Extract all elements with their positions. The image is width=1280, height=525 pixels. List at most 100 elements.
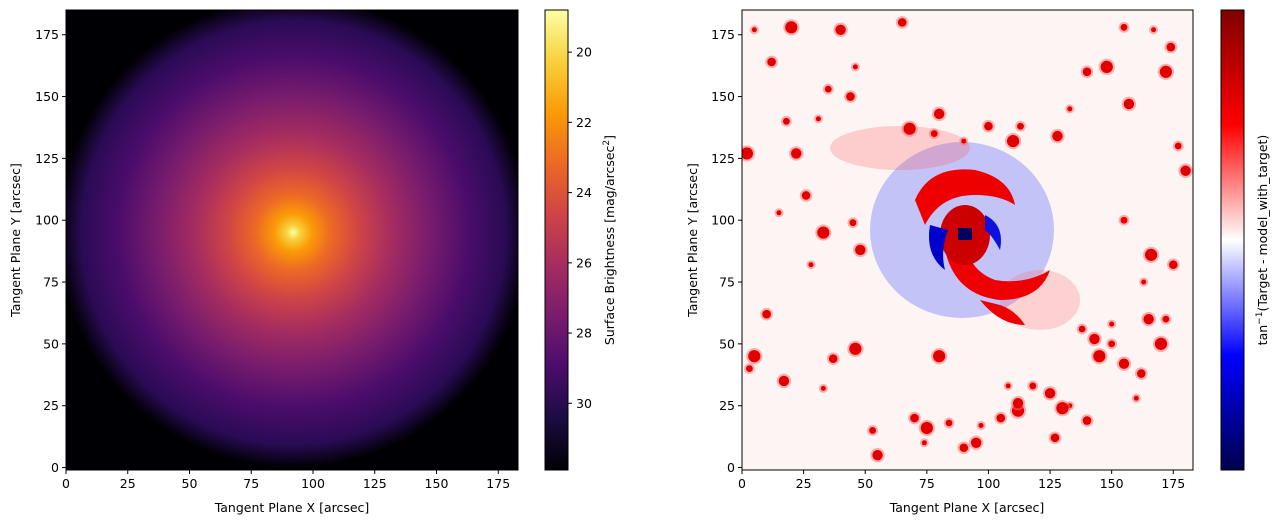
right-x-tick-label: 150 bbox=[1100, 476, 1124, 491]
right-y-tick-label: 0 bbox=[727, 460, 735, 475]
colorbar-1-tick-label: 20 bbox=[576, 45, 592, 60]
colorbar-1-label: Surface Brightness [mag/arcsec2] bbox=[602, 135, 617, 345]
left-x-tick-label: 125 bbox=[363, 476, 387, 491]
colorbar-1-tick-label: 26 bbox=[576, 255, 592, 270]
residual-source bbox=[1044, 388, 1056, 399]
residual-source bbox=[921, 440, 927, 446]
right-x-tick-label: 0 bbox=[738, 476, 746, 491]
colorbar-1-gradient bbox=[544, 9, 569, 471]
left-y-tick-label: 50 bbox=[43, 336, 59, 351]
left-x-tick-label: 50 bbox=[182, 476, 198, 491]
residual-source bbox=[1100, 60, 1113, 73]
residual-source bbox=[933, 108, 945, 120]
residual-source bbox=[815, 116, 821, 122]
residual-source bbox=[1123, 98, 1135, 110]
residual-outer-arm-glow bbox=[830, 126, 970, 170]
right-x-tick-label: 175 bbox=[1161, 476, 1185, 491]
left-y-tick-label: 25 bbox=[43, 398, 59, 413]
residual-source bbox=[897, 18, 907, 27]
left-x-tick-label: 0 bbox=[62, 476, 70, 491]
residual-source bbox=[1133, 395, 1139, 401]
residual-source bbox=[767, 57, 776, 67]
right-x-axis-label: Tangent Plane X [arcsec] bbox=[889, 500, 1045, 515]
right-y-tick-label: 100 bbox=[711, 213, 735, 228]
residual-source bbox=[1120, 23, 1128, 31]
surface-brightness-image bbox=[66, 10, 518, 470]
residual-inner-blue-right bbox=[985, 215, 1001, 250]
right-y-ticks: 0 25 50 75 100 125 150 175 bbox=[711, 27, 742, 475]
colorbar-1-tick-label: 24 bbox=[576, 185, 592, 200]
right-y-tick-label: 75 bbox=[719, 275, 735, 290]
residual-source bbox=[1174, 142, 1182, 150]
left-plot-frame bbox=[65, 9, 519, 471]
colorbar-1-tick-label: 22 bbox=[576, 115, 592, 130]
left-y-ticks: 0 25 50 75 100 125 150 175 bbox=[35, 27, 66, 475]
residual-upper-arm bbox=[915, 169, 1015, 225]
residual-source bbox=[1078, 325, 1086, 333]
right-plot-frame bbox=[741, 9, 1194, 471]
left-y-axis-label: Tangent Plane Y [arcsec] bbox=[8, 163, 23, 318]
residual-source bbox=[1050, 433, 1060, 443]
residual-source bbox=[1136, 369, 1146, 378]
residual-source bbox=[751, 27, 757, 33]
residual-source bbox=[808, 262, 814, 268]
residual-source bbox=[1006, 134, 1020, 148]
residual-panel: 0 25 50 75 100 125 150 175 0255075100125150175 … bbox=[685, 9, 1194, 515]
residual-source bbox=[1143, 313, 1154, 325]
colorbar-1-tick-label: 30 bbox=[576, 396, 592, 411]
left-x-tick-label: 25 bbox=[120, 476, 136, 491]
right-x-tick-label: 50 bbox=[857, 476, 873, 491]
right-y-axis-label: Tangent Plane Y [arcsec] bbox=[685, 163, 700, 318]
colorbar-2-gradient bbox=[1220, 9, 1245, 471]
residual-source bbox=[978, 422, 984, 428]
residual-source bbox=[920, 421, 933, 435]
residual-source bbox=[1089, 333, 1100, 345]
colorbar-1-ticks: 20 22 24 26 28 30 bbox=[568, 45, 592, 411]
left-y-tick-label: 75 bbox=[43, 275, 59, 290]
residual-sources bbox=[742, 16, 1193, 463]
residual-source bbox=[970, 437, 982, 448]
residual-source bbox=[945, 419, 953, 427]
residual-source bbox=[1145, 248, 1158, 261]
residual-source bbox=[910, 413, 919, 423]
residual-source bbox=[996, 413, 1006, 423]
residual-source bbox=[1141, 279, 1147, 285]
residual-source bbox=[1067, 106, 1073, 112]
residual-lower-tail bbox=[980, 300, 1025, 325]
residual-source bbox=[1154, 337, 1168, 350]
residual-source bbox=[762, 309, 771, 319]
residual-source bbox=[1082, 416, 1092, 425]
right-x-ticks: 0 25 50 75 100 125 150 175 bbox=[738, 470, 1185, 491]
residual-source bbox=[1082, 67, 1092, 77]
residual-source bbox=[1005, 383, 1011, 389]
residual-source bbox=[748, 350, 761, 363]
left-x-tick-label: 175 bbox=[486, 476, 510, 491]
residual-source bbox=[1109, 321, 1115, 327]
residual-source bbox=[849, 219, 857, 227]
left-y-tick-label: 175 bbox=[35, 27, 59, 42]
left-y-tick-label: 100 bbox=[35, 213, 59, 228]
residual-source bbox=[1159, 65, 1172, 78]
left-x-axis-label: Tangent Plane X [arcsec] bbox=[214, 500, 370, 515]
residual-source bbox=[791, 148, 802, 159]
left-x-tick-label: 75 bbox=[243, 476, 259, 491]
residual-lower-arm bbox=[945, 240, 1050, 300]
residual-source bbox=[835, 24, 846, 35]
residual-source bbox=[1093, 350, 1106, 363]
residual-source bbox=[778, 375, 790, 387]
residual-source bbox=[745, 365, 753, 373]
residual-source bbox=[1017, 122, 1024, 130]
residual-nucleus bbox=[958, 228, 972, 240]
right-x-tick-label: 125 bbox=[1038, 476, 1062, 491]
right-x-tick-label: 100 bbox=[977, 476, 1001, 491]
residual-source bbox=[1180, 165, 1191, 176]
residual-source bbox=[801, 191, 811, 200]
residual-source bbox=[933, 350, 946, 363]
right-y-tick-label: 50 bbox=[719, 336, 735, 351]
left-y-tick-label: 0 bbox=[51, 460, 59, 475]
residual-source bbox=[961, 138, 967, 144]
residual-source bbox=[742, 147, 754, 160]
residual-source bbox=[1151, 27, 1157, 33]
residual-source bbox=[903, 122, 916, 135]
surface-brightness-colorbar: 20 22 24 26 28 30 Surface Brightness [mag/arc… bbox=[544, 9, 617, 471]
